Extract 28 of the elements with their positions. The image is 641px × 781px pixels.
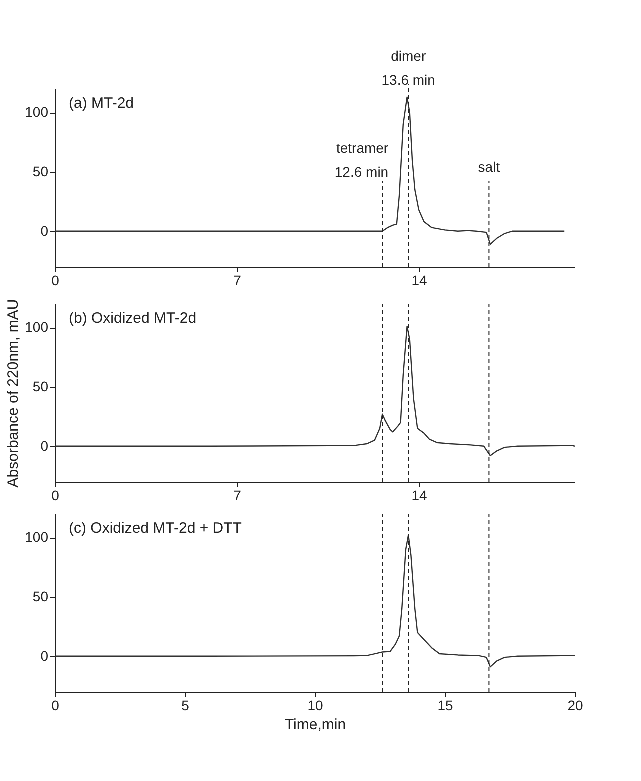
y-tick-label: 100 xyxy=(25,104,49,120)
chart-title: (b) Oxidized MT-2d xyxy=(69,310,197,327)
y-tick-label: 100 xyxy=(25,529,49,546)
y-tick-label: 50 xyxy=(32,164,49,180)
ref-line-label: salt xyxy=(478,159,500,175)
x-tick-label: 0 xyxy=(52,272,60,288)
chart-title: (a) MT-2d xyxy=(69,95,134,112)
y-tick-label: 50 xyxy=(32,588,49,605)
x-tick-label: 20 xyxy=(568,698,584,714)
ref-line-label: tetramer 12.6 min xyxy=(334,140,389,180)
x-tick-label: 14 xyxy=(412,272,428,288)
y-tick-label: 0 xyxy=(40,648,49,664)
y-axis-title: Absorbance of 220nm, mAU xyxy=(5,299,22,488)
ref-line-label: dimer 13.6 min xyxy=(382,48,436,88)
y-tick-label: 0 xyxy=(40,438,49,454)
x-tick-label: 0 xyxy=(52,488,60,504)
chart-title: (c) Oxidized MT-2d + DTT xyxy=(69,520,242,537)
x-tick-label: 15 xyxy=(438,698,454,714)
x-tick-label: 14 xyxy=(412,488,428,504)
x-tick-label: 10 xyxy=(308,698,324,714)
y-tick-label: 100 xyxy=(25,319,49,336)
x-tick-label: 5 xyxy=(182,698,190,714)
y-tick-label: 50 xyxy=(32,378,49,395)
x-tick-label: 7 xyxy=(234,488,242,504)
x-axis-title: Time,min xyxy=(284,716,346,734)
y-tick-label: 0 xyxy=(40,222,49,239)
x-tick-label: 0 xyxy=(52,698,60,714)
x-tick-label: 7 xyxy=(234,272,242,288)
